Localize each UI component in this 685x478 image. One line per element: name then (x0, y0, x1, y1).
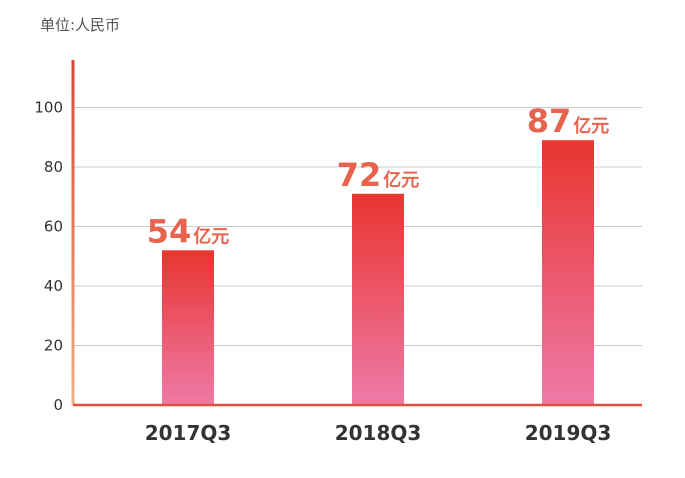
x-tick-label: 2019Q3 (525, 421, 612, 445)
bar (162, 250, 214, 405)
y-tick-label: 60 (44, 218, 63, 236)
bars (162, 140, 594, 405)
data-label: 87 亿元 (527, 102, 610, 140)
y-tick-label: 0 (53, 396, 63, 414)
x-tick-label: 2017Q3 (145, 421, 232, 445)
y-tick-label: 40 (44, 277, 63, 295)
data-label: 72 亿元 (337, 156, 420, 194)
y-tick-label: 100 (34, 99, 63, 117)
y-tick-label: 80 (44, 158, 63, 176)
labels: 0 20 40 60 80 100 2017Q3 54 亿元 2018Q3 72 亿元 2019Q3 87… (34, 99, 611, 446)
y-tick-label: 20 (44, 337, 63, 355)
y-axis (71, 60, 75, 405)
x-tick-label: 2018Q3 (335, 421, 422, 445)
bar (352, 193, 404, 405)
axes (71, 60, 642, 407)
unit-label: 单位:人民币 (40, 16, 121, 34)
bar (542, 140, 594, 405)
data-label: 54 亿元 (147, 212, 230, 250)
